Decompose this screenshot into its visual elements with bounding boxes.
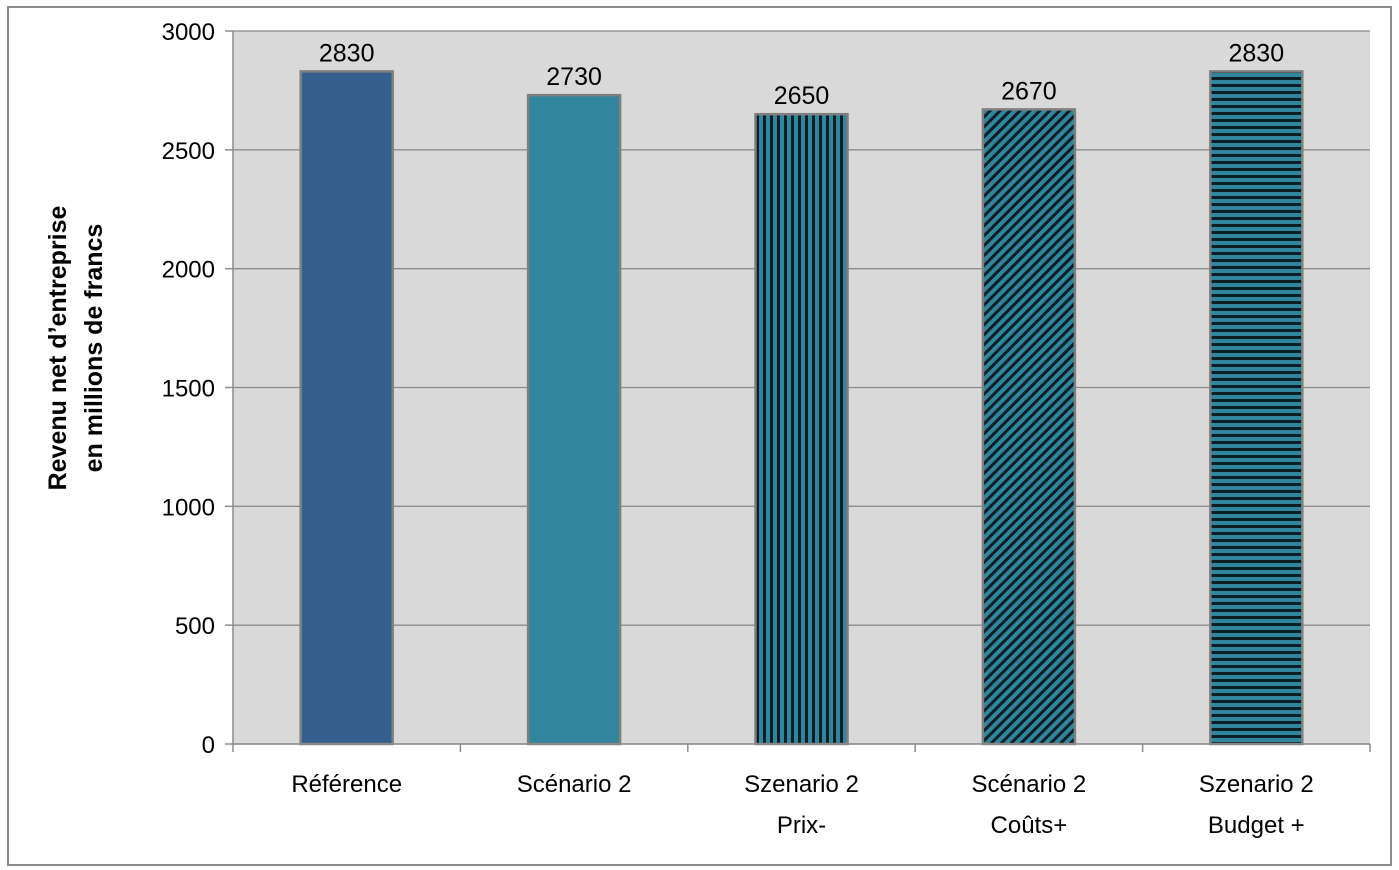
x-category-label: Référence xyxy=(291,771,402,798)
x-category-label: Szenario 2 xyxy=(744,771,859,798)
x-category-label: Scénario 2 xyxy=(517,771,632,798)
data-label: 2670 xyxy=(1001,77,1057,105)
data-label: 2830 xyxy=(1228,39,1284,67)
y-tick-label: 2000 xyxy=(162,257,215,284)
bar xyxy=(754,112,849,746)
bar xyxy=(981,108,1077,746)
x-category-label: Budget + xyxy=(1208,812,1305,839)
x-category-label: Coûts+ xyxy=(991,812,1068,839)
y-tick-label: 3000 xyxy=(162,19,215,46)
x-category-label: Scénario 2 xyxy=(972,771,1087,798)
y-tick-label: 2500 xyxy=(162,138,215,165)
bar xyxy=(526,93,622,746)
axes xyxy=(225,30,1371,752)
y-tick-label: 0 xyxy=(202,732,215,759)
data-label: 2730 xyxy=(546,63,602,91)
bar xyxy=(299,70,394,746)
y-axis-label-line: en millions de francs xyxy=(80,224,108,473)
x-category-label: Prix- xyxy=(777,812,826,839)
x-category-labels: Référence Scénario 2 Szenario 2 Prix- Scénar… xyxy=(291,771,1313,839)
y-axis-label: Revenu net d’entreprise en millions de fr… xyxy=(44,206,108,491)
y-tick-label: 500 xyxy=(175,613,215,640)
bar xyxy=(1209,70,1304,746)
y-axis-label-line: Revenu net d’entreprise xyxy=(44,206,72,491)
y-tick-labels: 0 500 1000 1500 2000 2500 3000 xyxy=(162,19,215,759)
y-tick-label: 1500 xyxy=(162,376,215,403)
x-category-label: Szenario 2 xyxy=(1199,771,1314,798)
y-tick-label: 1000 xyxy=(162,494,215,521)
data-label: 2830 xyxy=(319,39,375,67)
data-label: 2650 xyxy=(774,82,830,110)
data-labels: 2830 2730 2650 2670 2830 xyxy=(319,39,1284,110)
